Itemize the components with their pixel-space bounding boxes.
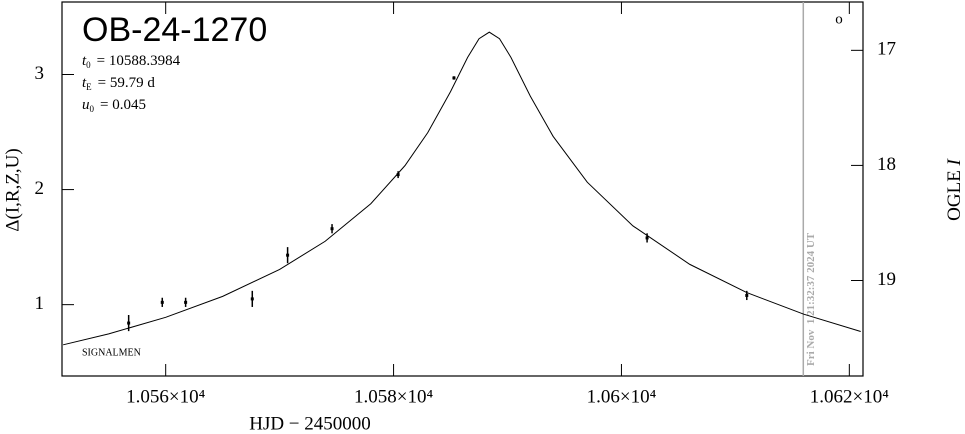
data-point <box>286 253 290 257</box>
y2-tick-label: 19 <box>877 269 896 290</box>
model-curve <box>63 31 861 346</box>
y-tick-label: 2 <box>35 178 45 199</box>
y2-tick-label: 17 <box>877 39 896 60</box>
y-axis-label: Δ(I,R,Z,U) <box>2 148 23 231</box>
y2-axis-label-text: OGLE <box>944 170 965 221</box>
x-tick-label: 1.06×10⁴ <box>587 386 657 407</box>
data-point <box>396 173 400 177</box>
x-axis-label: HJD − 2450000 <box>249 413 371 434</box>
param-var: t <box>82 53 87 69</box>
param: u0 = 0.045 <box>82 97 146 114</box>
corner-label: SIGNALMEN <box>82 347 141 358</box>
param: tE = 59.79 d <box>82 75 155 92</box>
param-text: = 0.045 <box>100 97 146 113</box>
param-var: t <box>82 75 87 91</box>
chart-title: OB-24-1270 <box>82 11 267 49</box>
param-sub: 0 <box>86 60 91 70</box>
plot-frame <box>61 1 864 377</box>
param: t0 = 10588.3984 <box>82 53 181 70</box>
data-point <box>250 297 254 301</box>
timestamp: Fri Nov 1 21:32:37 2024 UT <box>805 232 817 366</box>
data-point <box>160 300 164 304</box>
data-point <box>452 76 456 80</box>
x-tick-label: 1.056×10⁴ <box>126 386 205 407</box>
x-tick-label: 1.058×10⁴ <box>354 386 433 407</box>
param-sub: E <box>86 82 92 92</box>
x-tick-label: 1.062×10⁴ <box>810 386 889 407</box>
y-tick-label: 3 <box>35 63 45 84</box>
param-text: = 59.79 d <box>98 75 156 91</box>
data-point <box>330 227 334 231</box>
data-point <box>184 300 188 304</box>
y2-axis-label: OGLE I <box>944 157 965 220</box>
y2-axis-label-var: I <box>944 157 965 166</box>
param-sub: 0 <box>90 104 95 114</box>
y-tick-label: 1 <box>35 293 45 314</box>
y2-tick-label: 18 <box>877 154 896 175</box>
data-point <box>745 293 749 297</box>
data-point <box>127 321 131 325</box>
data-point <box>645 236 649 240</box>
symbol: o <box>835 11 843 27</box>
param-var: u <box>82 97 90 113</box>
param-text: = 10588.3984 <box>97 53 181 69</box>
